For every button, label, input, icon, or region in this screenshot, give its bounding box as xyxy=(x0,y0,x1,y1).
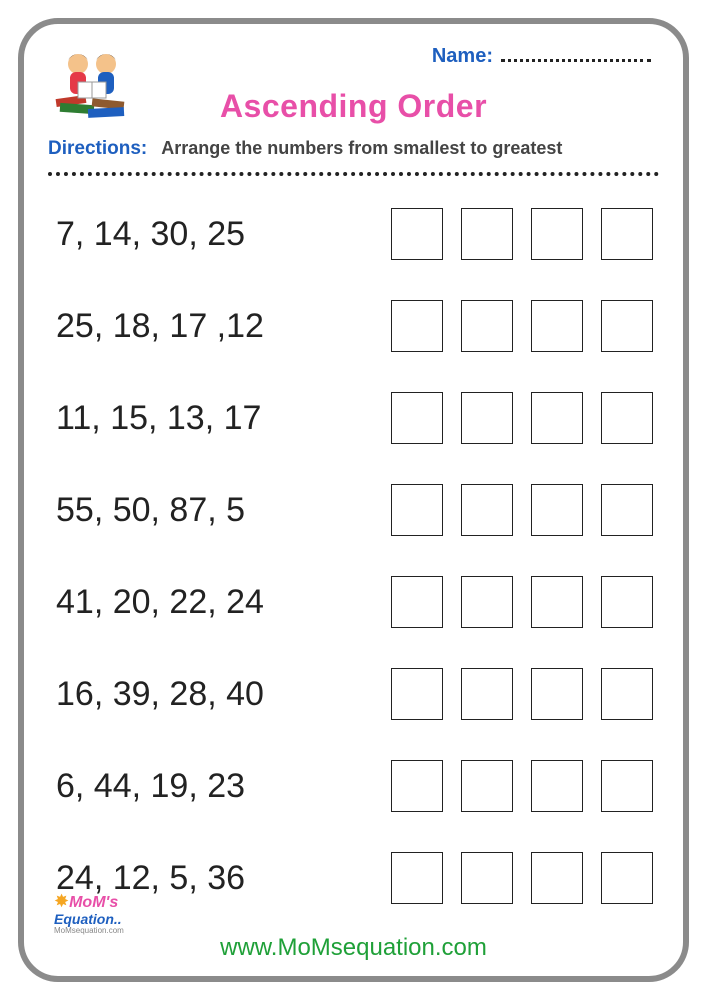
answer-box[interactable] xyxy=(601,484,653,536)
answer-boxes xyxy=(391,392,657,444)
problem-row: 24, 12, 5, 36 xyxy=(50,842,657,914)
answer-boxes xyxy=(391,760,657,812)
answer-boxes xyxy=(391,668,657,720)
answer-box[interactable] xyxy=(461,484,513,536)
problem-row: 7, 14, 30, 25 xyxy=(50,198,657,270)
problems-list: 7, 14, 30, 25 25, 18, 17 ,12 11, 15, 13, 1… xyxy=(48,194,659,926)
problem-numbers: 41, 20, 22, 24 xyxy=(50,583,391,622)
answer-box[interactable] xyxy=(461,300,513,352)
directions: Directions: Arrange the numbers from sma… xyxy=(48,138,659,160)
answer-box[interactable] xyxy=(461,576,513,628)
answer-box[interactable] xyxy=(601,668,653,720)
answer-box[interactable] xyxy=(391,668,443,720)
answer-box[interactable] xyxy=(391,852,443,904)
footer: ✸MoM's Equation.. MoMsequation.com www.M… xyxy=(48,926,659,962)
brand-logo: ✸MoM's Equation.. MoMsequation.com xyxy=(54,892,124,936)
answer-box[interactable] xyxy=(601,208,653,260)
problem-row: 6, 44, 19, 23 xyxy=(50,750,657,822)
answer-box[interactable] xyxy=(531,300,583,352)
answer-box[interactable] xyxy=(531,484,583,536)
problem-row: 11, 15, 13, 17 xyxy=(50,382,657,454)
problem-numbers: 7, 14, 30, 25 xyxy=(50,215,391,254)
answer-boxes xyxy=(391,300,657,352)
answer-box[interactable] xyxy=(531,392,583,444)
problem-numbers: 55, 50, 87, 5 xyxy=(50,491,391,530)
answer-box[interactable] xyxy=(531,760,583,812)
answer-box[interactable] xyxy=(391,392,443,444)
problem-row: 16, 39, 28, 40 xyxy=(50,658,657,730)
problem-numbers: 6, 44, 19, 23 xyxy=(50,767,391,806)
worksheet-title: Ascending Order xyxy=(48,88,659,125)
answer-box[interactable] xyxy=(461,208,513,260)
star-icon: ✸ xyxy=(54,891,69,911)
answer-box[interactable] xyxy=(601,852,653,904)
name-field: Name: xyxy=(432,44,651,68)
problem-numbers: 11, 15, 13, 17 xyxy=(50,399,391,438)
answer-box[interactable] xyxy=(391,576,443,628)
answer-box[interactable] xyxy=(531,852,583,904)
answer-boxes xyxy=(391,576,657,628)
answer-box[interactable] xyxy=(531,576,583,628)
name-label: Name: xyxy=(432,45,493,68)
answer-box[interactable] xyxy=(601,576,653,628)
answer-box[interactable] xyxy=(461,760,513,812)
answer-box[interactable] xyxy=(391,208,443,260)
directions-text: Arrange the numbers from smallest to gre… xyxy=(161,138,562,159)
answer-boxes xyxy=(391,852,657,904)
answer-box[interactable] xyxy=(531,208,583,260)
answer-box[interactable] xyxy=(391,300,443,352)
problem-numbers: 16, 39, 28, 40 xyxy=(50,675,391,714)
answer-boxes xyxy=(391,208,657,260)
answer-box[interactable] xyxy=(601,300,653,352)
answer-boxes xyxy=(391,484,657,536)
answer-box[interactable] xyxy=(601,760,653,812)
problem-numbers: 25, 18, 17 ,12 xyxy=(50,307,391,346)
header: Name: Ascending Order xyxy=(48,42,659,132)
answer-box[interactable] xyxy=(391,760,443,812)
problem-row: 41, 20, 22, 24 xyxy=(50,566,657,638)
problem-row: 25, 18, 17 ,12 xyxy=(50,290,657,362)
problem-row: 55, 50, 87, 5 xyxy=(50,474,657,546)
worksheet-frame: Name: Ascending Order Directions: Arrang… xyxy=(18,18,689,982)
divider xyxy=(48,172,659,176)
name-input-line[interactable] xyxy=(501,44,651,62)
answer-box[interactable] xyxy=(461,668,513,720)
answer-box[interactable] xyxy=(461,392,513,444)
answer-box[interactable] xyxy=(391,484,443,536)
answer-box[interactable] xyxy=(461,852,513,904)
website-url: www.MoMsequation.com xyxy=(220,934,487,962)
answer-box[interactable] xyxy=(601,392,653,444)
answer-box[interactable] xyxy=(531,668,583,720)
directions-label: Directions: xyxy=(48,138,147,160)
